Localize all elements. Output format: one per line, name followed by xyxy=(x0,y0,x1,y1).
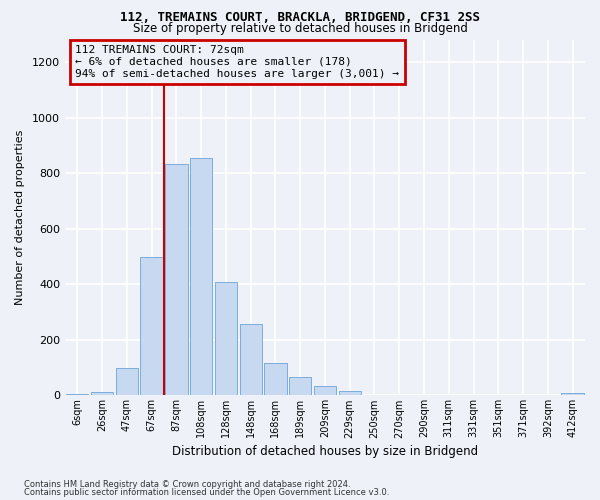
Bar xyxy=(215,282,237,396)
Bar xyxy=(289,376,311,396)
Bar xyxy=(338,391,361,396)
Bar xyxy=(239,324,262,396)
Text: Size of property relative to detached houses in Bridgend: Size of property relative to detached ho… xyxy=(133,22,467,35)
Bar xyxy=(314,386,336,396)
Text: Contains HM Land Registry data © Crown copyright and database right 2024.: Contains HM Land Registry data © Crown c… xyxy=(24,480,350,489)
Bar xyxy=(364,394,386,396)
Bar xyxy=(116,368,138,396)
Text: 112 TREMAINS COURT: 72sqm
← 6% of detached houses are smaller (178)
94% of semi-: 112 TREMAINS COURT: 72sqm ← 6% of detach… xyxy=(76,46,400,78)
Text: 112, TREMAINS COURT, BRACKLA, BRIDGEND, CF31 2SS: 112, TREMAINS COURT, BRACKLA, BRIDGEND, … xyxy=(120,11,480,24)
Bar xyxy=(562,393,584,396)
Text: Contains public sector information licensed under the Open Government Licence v3: Contains public sector information licen… xyxy=(24,488,389,497)
Y-axis label: Number of detached properties: Number of detached properties xyxy=(15,130,25,306)
Bar xyxy=(264,362,287,396)
Bar xyxy=(190,158,212,396)
Bar xyxy=(66,394,88,396)
Bar xyxy=(91,392,113,396)
Bar xyxy=(165,164,188,396)
X-axis label: Distribution of detached houses by size in Bridgend: Distribution of detached houses by size … xyxy=(172,444,478,458)
Bar xyxy=(140,256,163,396)
